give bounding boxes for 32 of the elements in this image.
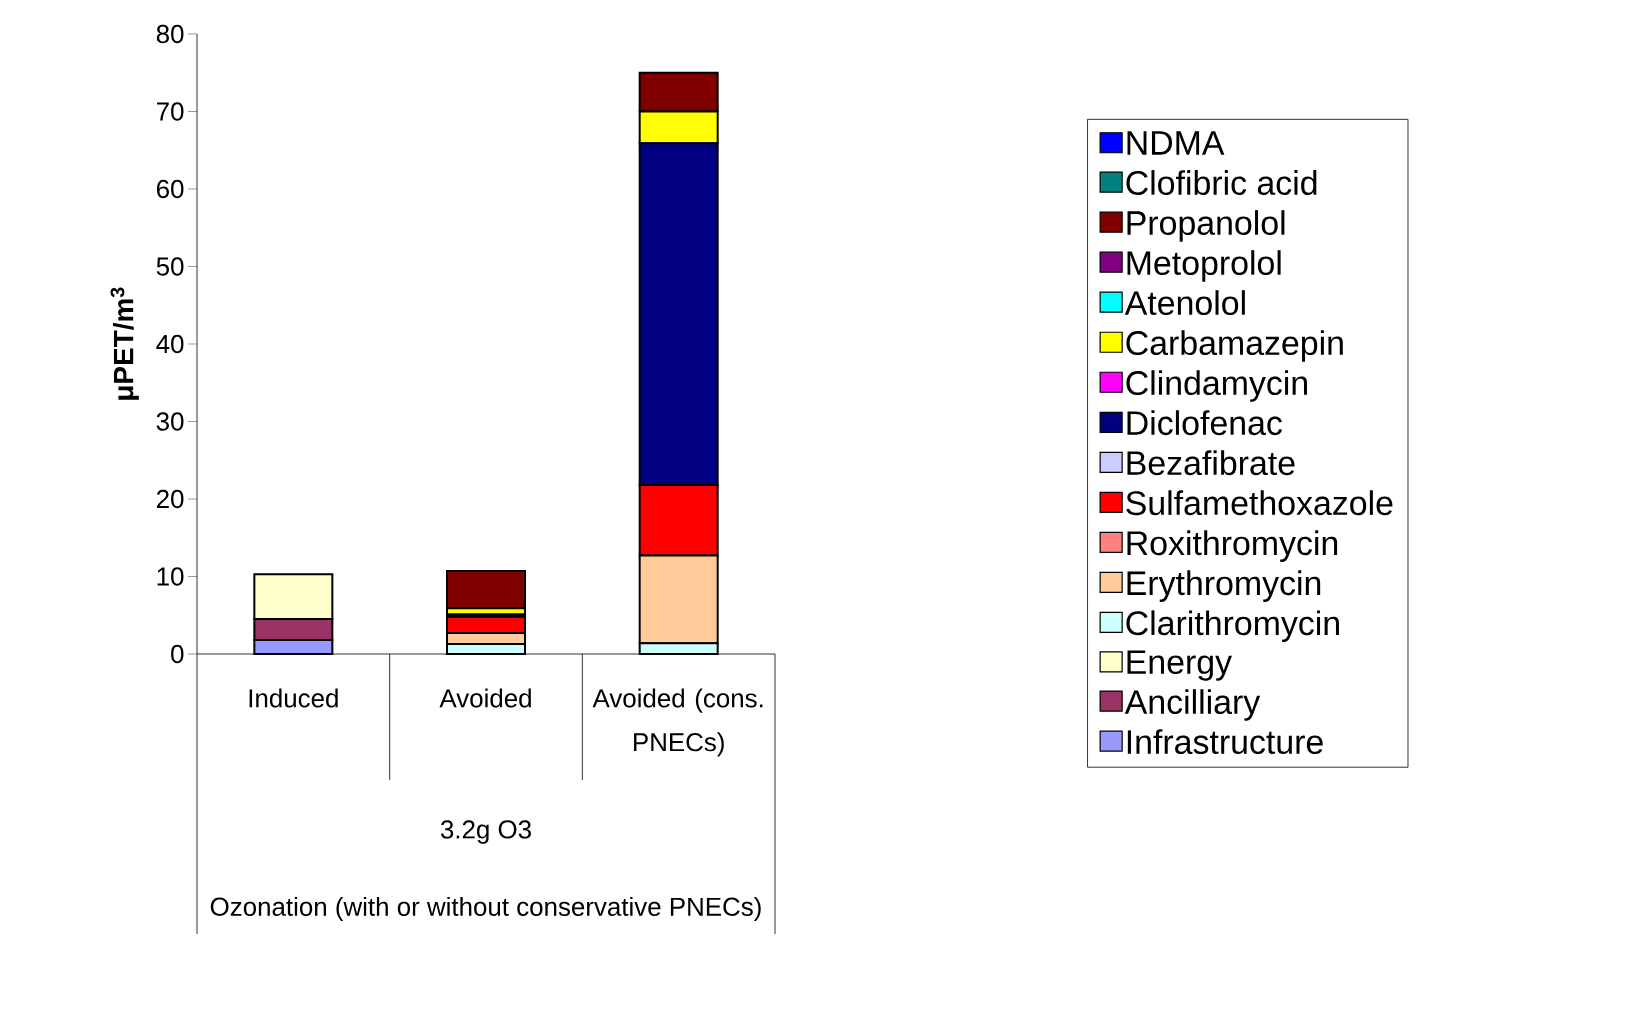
legend-label: Diclofenac — [1127, 410, 1282, 436]
legend-label: Clofibric acid — [1126, 170, 1317, 195]
legend-label: Ancilliary — [1124, 689, 1261, 721]
y-axis-title: μPET/m$^{3}$ — [110, 287, 139, 400]
legend-label: Infrastructure — [1127, 729, 1323, 755]
legend-label: Bezafibrate — [1127, 450, 1295, 476]
x-tick-label: Avoided (cons. PNECs) — [592, 688, 763, 757]
y-tick-label: 70 — [157, 102, 184, 121]
legend-label: Energy — [1127, 650, 1232, 681]
y-tick-label: 20 — [156, 489, 184, 509]
text: Ozonation (with or without conservative PNECs) — [210, 896, 761, 922]
legend-label: Propanolol — [1127, 210, 1285, 242]
text: 3.2g O3 — [440, 820, 531, 844]
y-tick-label: 30 — [156, 412, 184, 431]
x-tick-label: Induced — [249, 688, 338, 708]
y-tick-label: 10 — [157, 567, 184, 586]
y-tick-label: 50 — [156, 257, 184, 276]
y-tick-label: 0 — [171, 644, 184, 664]
legend-label: Sulfamethoxazole — [1126, 490, 1393, 516]
legend-label: Atenolol — [1124, 290, 1245, 316]
legend-label: Carbamazepin — [1126, 330, 1343, 362]
y-tick-label: 80 — [156, 24, 184, 44]
bar — [446, 570, 527, 610]
legend-label: Clarithromycin — [1126, 610, 1339, 642]
legend-label: Roxithromycin — [1127, 530, 1338, 562]
x-tick-label: Avoided — [439, 688, 531, 708]
legend-label: Clindamycin — [1126, 370, 1307, 402]
legend-label: NDMA — [1127, 131, 1225, 155]
legend-label: Erythromycin — [1127, 570, 1321, 602]
legend-label: Metoprolol — [1127, 250, 1281, 282]
y-tick-label: 60 — [156, 179, 184, 199]
y-tick-label: 40 — [156, 334, 184, 354]
